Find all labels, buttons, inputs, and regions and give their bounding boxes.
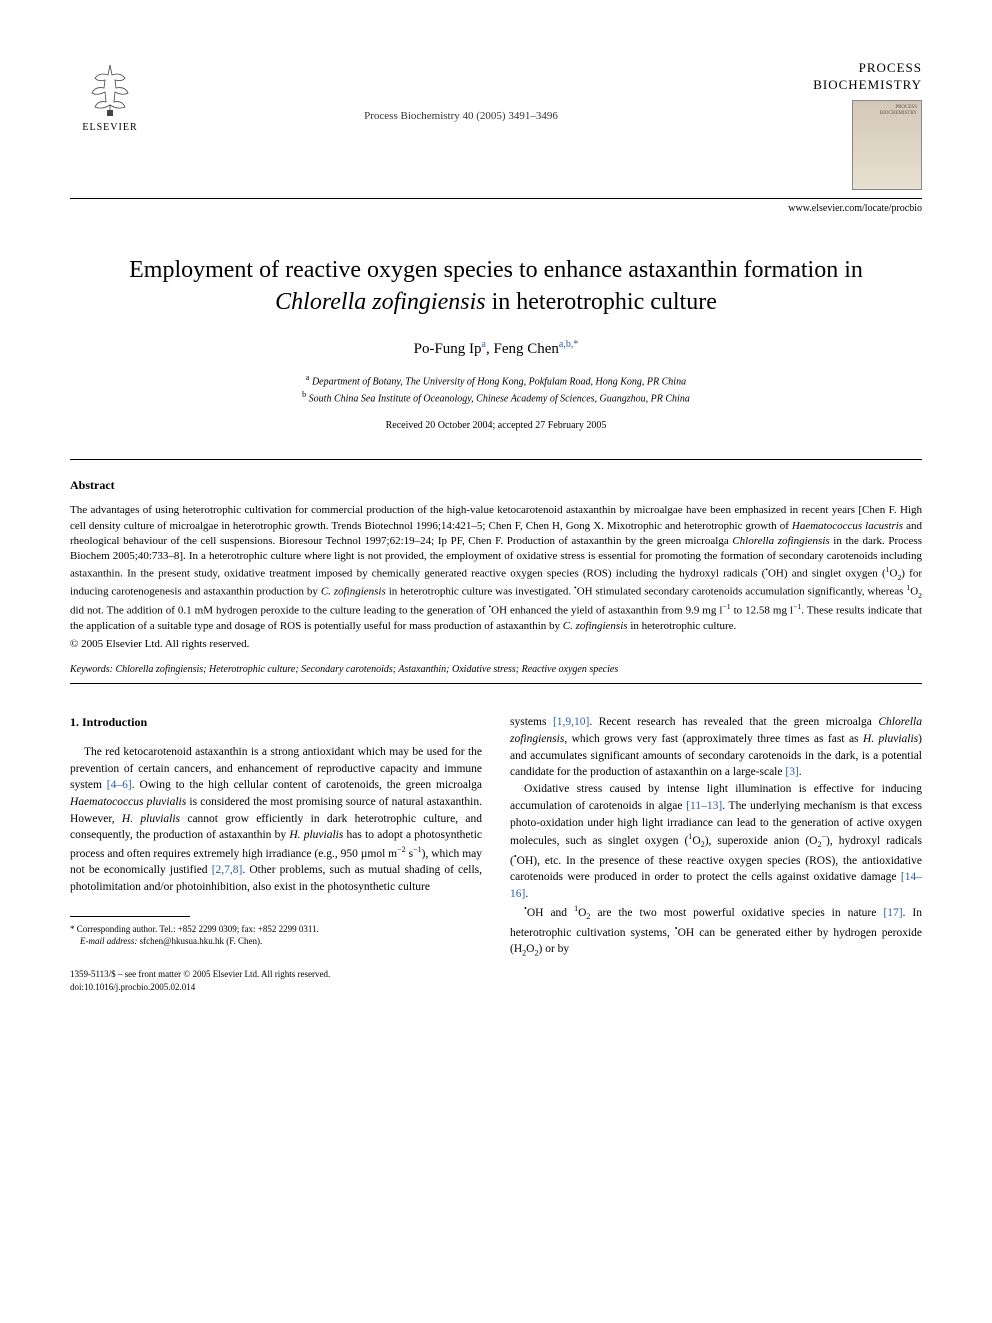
affiliation-a: a Department of Botany, The University o… (70, 372, 922, 389)
email-footnote: E-mail address: sfchen@hkusua.hku.hk (F.… (70, 935, 482, 948)
journal-url: www.elsevier.com/locate/procbio (70, 203, 922, 214)
journal-name-line1: PROCESS (772, 60, 922, 77)
header-row: ELSEVIER Process Biochemistry 40 (2005) … (70, 60, 922, 190)
intro-col2-p1: systems [1,9,10]. Recent research has re… (510, 714, 922, 781)
body-columns: 1. Introduction The red ketocarotenoid a… (70, 714, 922, 994)
corresponding-author-footnote: * Corresponding author. Tel.: +852 2299 … (70, 923, 482, 936)
abstract-top-divider (70, 459, 922, 460)
right-column: systems [1,9,10]. Recent research has re… (510, 714, 922, 994)
keywords-label: Keywords: (70, 664, 113, 675)
cover-title-line2: BIOCHEMISTRY (857, 111, 917, 117)
journal-name-line2: BIOCHEMISTRY (772, 77, 922, 94)
left-column: 1. Introduction The red ketocarotenoid a… (70, 714, 482, 994)
footer-issn: 1359-5113/$ – see front matter © 2005 El… (70, 968, 482, 981)
authors: Po-Fung Ipa, Feng Chena,b,* (70, 339, 922, 358)
intro-col1-p1: The red ketocarotenoid astaxanthin is a … (70, 744, 482, 896)
introduction-heading: 1. Introduction (70, 714, 482, 731)
journal-reference-box: Process Biochemistry 40 (2005) 3491–3496 (150, 60, 772, 122)
abstract-copyright: © 2005 Elsevier Ltd. All rights reserved… (70, 638, 922, 650)
elsevier-tree-icon (80, 60, 140, 120)
journal-reference: Process Biochemistry 40 (2005) 3491–3496 (150, 110, 772, 122)
keywords-text: Chlorella zofingiensis; Heterotrophic cu… (115, 664, 618, 675)
affiliation-b: b South China Sea Institute of Oceanolog… (70, 389, 922, 406)
affiliations: a Department of Botany, The University o… (70, 372, 922, 407)
abstract-body: The advantages of using heterotrophic cu… (70, 503, 922, 634)
publisher-logo: ELSEVIER (70, 60, 150, 133)
article-title: Employment of reactive oxygen species to… (90, 254, 902, 319)
intro-col2-p2: Oxidative stress caused by intense light… (510, 781, 922, 903)
article-dates: Received 20 October 2004; accepted 27 Fe… (70, 420, 922, 431)
footer-doi: doi:10.1016/j.procbio.2005.02.014 (70, 981, 482, 994)
abstract-heading: Abstract (70, 478, 922, 493)
footnote-divider (70, 916, 190, 917)
journal-logo-box: PROCESS BIOCHEMISTRY PROCESS BIOCHEMISTR… (772, 60, 922, 190)
header-divider (70, 198, 922, 199)
journal-cover-thumbnail: PROCESS BIOCHEMISTRY (852, 100, 922, 190)
keywords-bottom-divider (70, 683, 922, 684)
keywords: Keywords: Chlorella zofingiensis; Hetero… (70, 664, 922, 675)
publisher-name: ELSEVIER (82, 122, 137, 133)
intro-col2-p3: •OH and 1O2 are the two most powerful ox… (510, 903, 922, 959)
